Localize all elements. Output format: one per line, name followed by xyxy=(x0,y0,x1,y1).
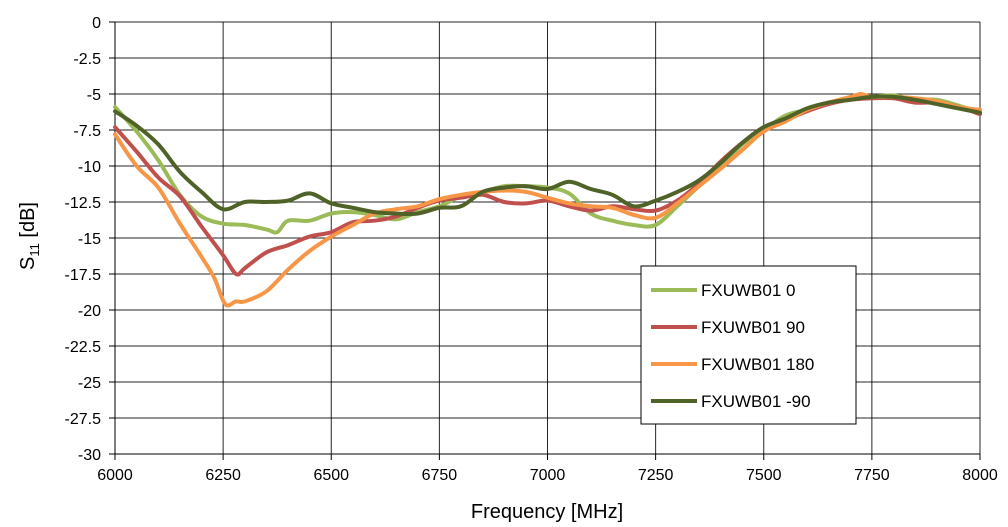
y-tick-label: 0 xyxy=(92,15,101,32)
x-tick-label: 6250 xyxy=(205,467,241,484)
x-tick-label: 6000 xyxy=(97,467,133,484)
x-tick-label: 7000 xyxy=(530,467,566,484)
series-lines xyxy=(113,92,982,308)
y-tick-label: -12.5 xyxy=(65,195,102,212)
y-tick-label: -30 xyxy=(78,447,101,464)
y-axis-title-subscript: 11 xyxy=(27,243,42,257)
legend-label: FXUWB01 0 xyxy=(701,281,795,300)
x-axis-title: Frequency [MHz] xyxy=(471,501,623,523)
legend-label: FXUWB01 180 xyxy=(701,355,814,374)
legend-label: FXUWB01 -90 xyxy=(701,392,811,411)
x-tick-label: 7500 xyxy=(746,467,782,484)
y-tick-label: -7.5 xyxy=(73,123,101,140)
y-tick-label: -5 xyxy=(87,87,101,104)
y-tick-label: -10 xyxy=(78,159,101,176)
y-tick-label: -25 xyxy=(78,375,101,392)
x-tick-label: 7750 xyxy=(854,467,890,484)
legend-box xyxy=(640,265,857,425)
x-tick-label: 6750 xyxy=(422,467,458,484)
y-tick-label: -27.5 xyxy=(65,411,102,428)
y-tick-label: -17.5 xyxy=(65,267,102,284)
x-tick-label: 8000 xyxy=(962,467,998,484)
y-axis-title-main: S xyxy=(17,257,39,270)
y-tick-label: -2.5 xyxy=(73,51,101,68)
series-line-3 xyxy=(113,94,982,217)
axes xyxy=(109,21,981,460)
legend: FXUWB01 0 FXUWB01 90 FXUWB01 180 FXUWB01 -9… xyxy=(640,265,857,425)
x-tick-label: 6500 xyxy=(313,467,349,484)
y-axis-title: S11 [dB] xyxy=(17,202,42,270)
y-tick-label: -15 xyxy=(78,231,101,248)
y-axis-title-unit: [dB] xyxy=(17,202,39,243)
legend-label: FXUWB01 90 xyxy=(701,318,805,337)
x-tick-label: 7250 xyxy=(638,467,674,484)
y-tick-labels: 0 -2.5 -5 -7.5 -10 -12.5 -15 -17.5 -20 -22.5 -25 -2… xyxy=(65,15,102,464)
y-tick-label: -22.5 xyxy=(65,339,102,356)
x-tick-labels: 6000 6250 6500 6750 7000 7250 7500 7750 8000 xyxy=(97,467,998,484)
series-line-2 xyxy=(113,92,982,308)
y-tick-label: -20 xyxy=(78,303,101,320)
